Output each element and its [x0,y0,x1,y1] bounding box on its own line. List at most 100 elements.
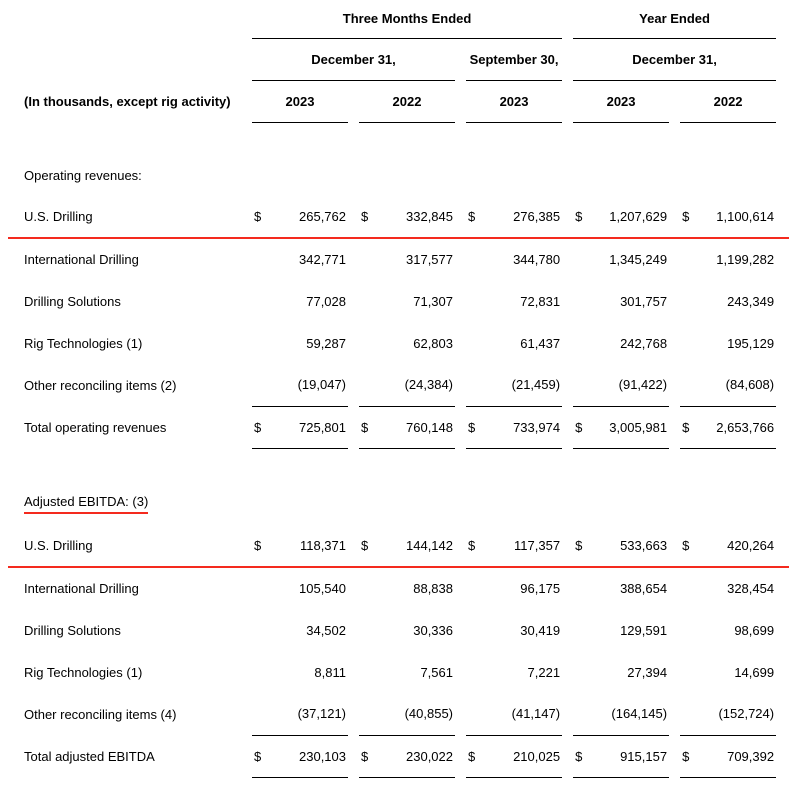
gap-cell [776,567,789,609]
gap-cell [776,38,789,80]
gap-cell [348,693,359,735]
gap-cell [455,196,466,239]
gap-cell [669,280,680,322]
value-cell: 30,336 [413,622,453,638]
value-cell: 1,207,629 [593,196,670,239]
gap-cell [455,567,466,609]
value-cell: (40,855) [404,706,453,722]
dollar-sign [466,609,486,651]
dollar-sign [573,364,593,406]
dollar-sign [680,280,700,322]
dollar-sign: $ [680,405,701,449]
gap-cell [669,406,680,448]
dollar-sign [466,322,486,364]
gap-cell [455,693,466,735]
value-cell: 77,028 [306,293,346,309]
value-cell: 210,025 [486,734,563,778]
table-row: Drilling Solutions 34,502 30,336 30,419 129,… [8,609,789,651]
gap-cell [348,80,359,122]
table-row: International Drilling 105,540 88,838 96,17… [8,567,789,609]
gap-cell [669,525,681,568]
dollar-sign: $ [252,525,272,568]
value-cell: 27,394 [627,664,668,680]
dollar-sign [252,364,272,406]
value-cell: 61,437 [520,335,561,351]
value-cell: 328,454 [727,581,775,596]
value-cell: (41,147) [511,706,561,722]
value-cell: (164,145) [611,706,668,722]
spacer-row [8,122,789,154]
year-header: 2023 [252,80,348,123]
dollar-sign: $ [252,734,272,778]
gap-cell [562,0,573,38]
table-header: Three Months Ended Year Ended December 3… [8,0,789,123]
value-cell: 2,653,766 [700,405,777,449]
dollar-sign: $ [573,525,594,568]
period-header-row: December 31, September 30, December 31, [8,38,789,81]
value-cell: 105,540 [299,581,346,596]
value-cell: 760,148 [379,405,455,449]
table-row: Drilling Solutions 77,028 71,307 72,831 301,… [8,280,789,322]
gap-cell [562,609,573,651]
value-cell: 276,385 [486,196,563,239]
gap-cell [562,693,573,735]
col-group-three-months-ended: Three Months Ended [252,0,563,39]
dollar-sign [466,280,486,322]
dollar-sign [252,609,272,651]
gap-cell [455,280,466,322]
dollar-sign: $ [252,196,272,239]
dollar-sign: $ [359,405,379,449]
gap-cell [776,735,789,777]
gap-cell [776,0,789,38]
value-cell: (84,608) [725,377,775,393]
gap-cell [348,280,359,322]
gap-cell [669,693,680,735]
dollar-sign [466,567,486,609]
value-cell: (21,459) [511,377,561,393]
gap-cell [562,525,574,568]
dollar-sign: $ [573,405,594,449]
gap-cell [455,238,466,280]
gap-cell [669,735,680,777]
dollar-sign [252,322,272,364]
value-cell: (24,384) [404,377,453,393]
gap-cell [455,364,466,406]
gap-cell [455,609,466,651]
dollar-sign: $ [680,734,701,778]
gap-cell [669,322,680,364]
gap-cell [776,80,789,122]
dollar-sign [252,693,272,735]
dollar-sign [252,567,272,609]
table-row: U.S. Drilling $265,762 $332,845 $276,385 $1,… [8,196,790,239]
row-label: Other reconciling items (4) [24,706,177,722]
value-cell: 265,762 [272,196,348,239]
gap-cell [455,38,466,80]
gap-cell [348,525,359,568]
header-spacer [8,0,252,38]
row-label: U.S. Drilling [8,196,252,239]
dollar-sign [359,322,379,364]
year-header: 2023 [573,80,670,123]
gap-cell [776,238,789,280]
table-body: Operating revenues: U.S. Drilling $265,762… [8,122,790,778]
value-cell: 3,005,981 [593,405,670,449]
dollar-sign: $ [573,196,594,239]
gap-cell [776,280,789,322]
value-cell: 30,419 [520,622,561,638]
value-cell: 332,845 [379,196,455,239]
gap-cell [348,364,359,406]
dollar-sign: $ [466,405,486,449]
value-cell: 71,307 [413,293,453,309]
table-row: Rig Technologies (1) 8,811 7,561 7,221 27,39… [8,651,789,693]
gap-cell [348,196,359,239]
value-cell: 915,157 [593,734,670,778]
row-label: Rig Technologies (1) [24,664,143,680]
gap-cell [348,567,359,609]
row-label: Drilling Solutions [24,622,121,638]
value-cell: 8,811 [314,664,346,680]
dollar-sign [680,322,700,364]
gap-cell [776,364,789,406]
value-cell: 62,803 [413,335,453,351]
gap-cell [348,651,359,693]
dollar-sign: $ [252,405,272,449]
